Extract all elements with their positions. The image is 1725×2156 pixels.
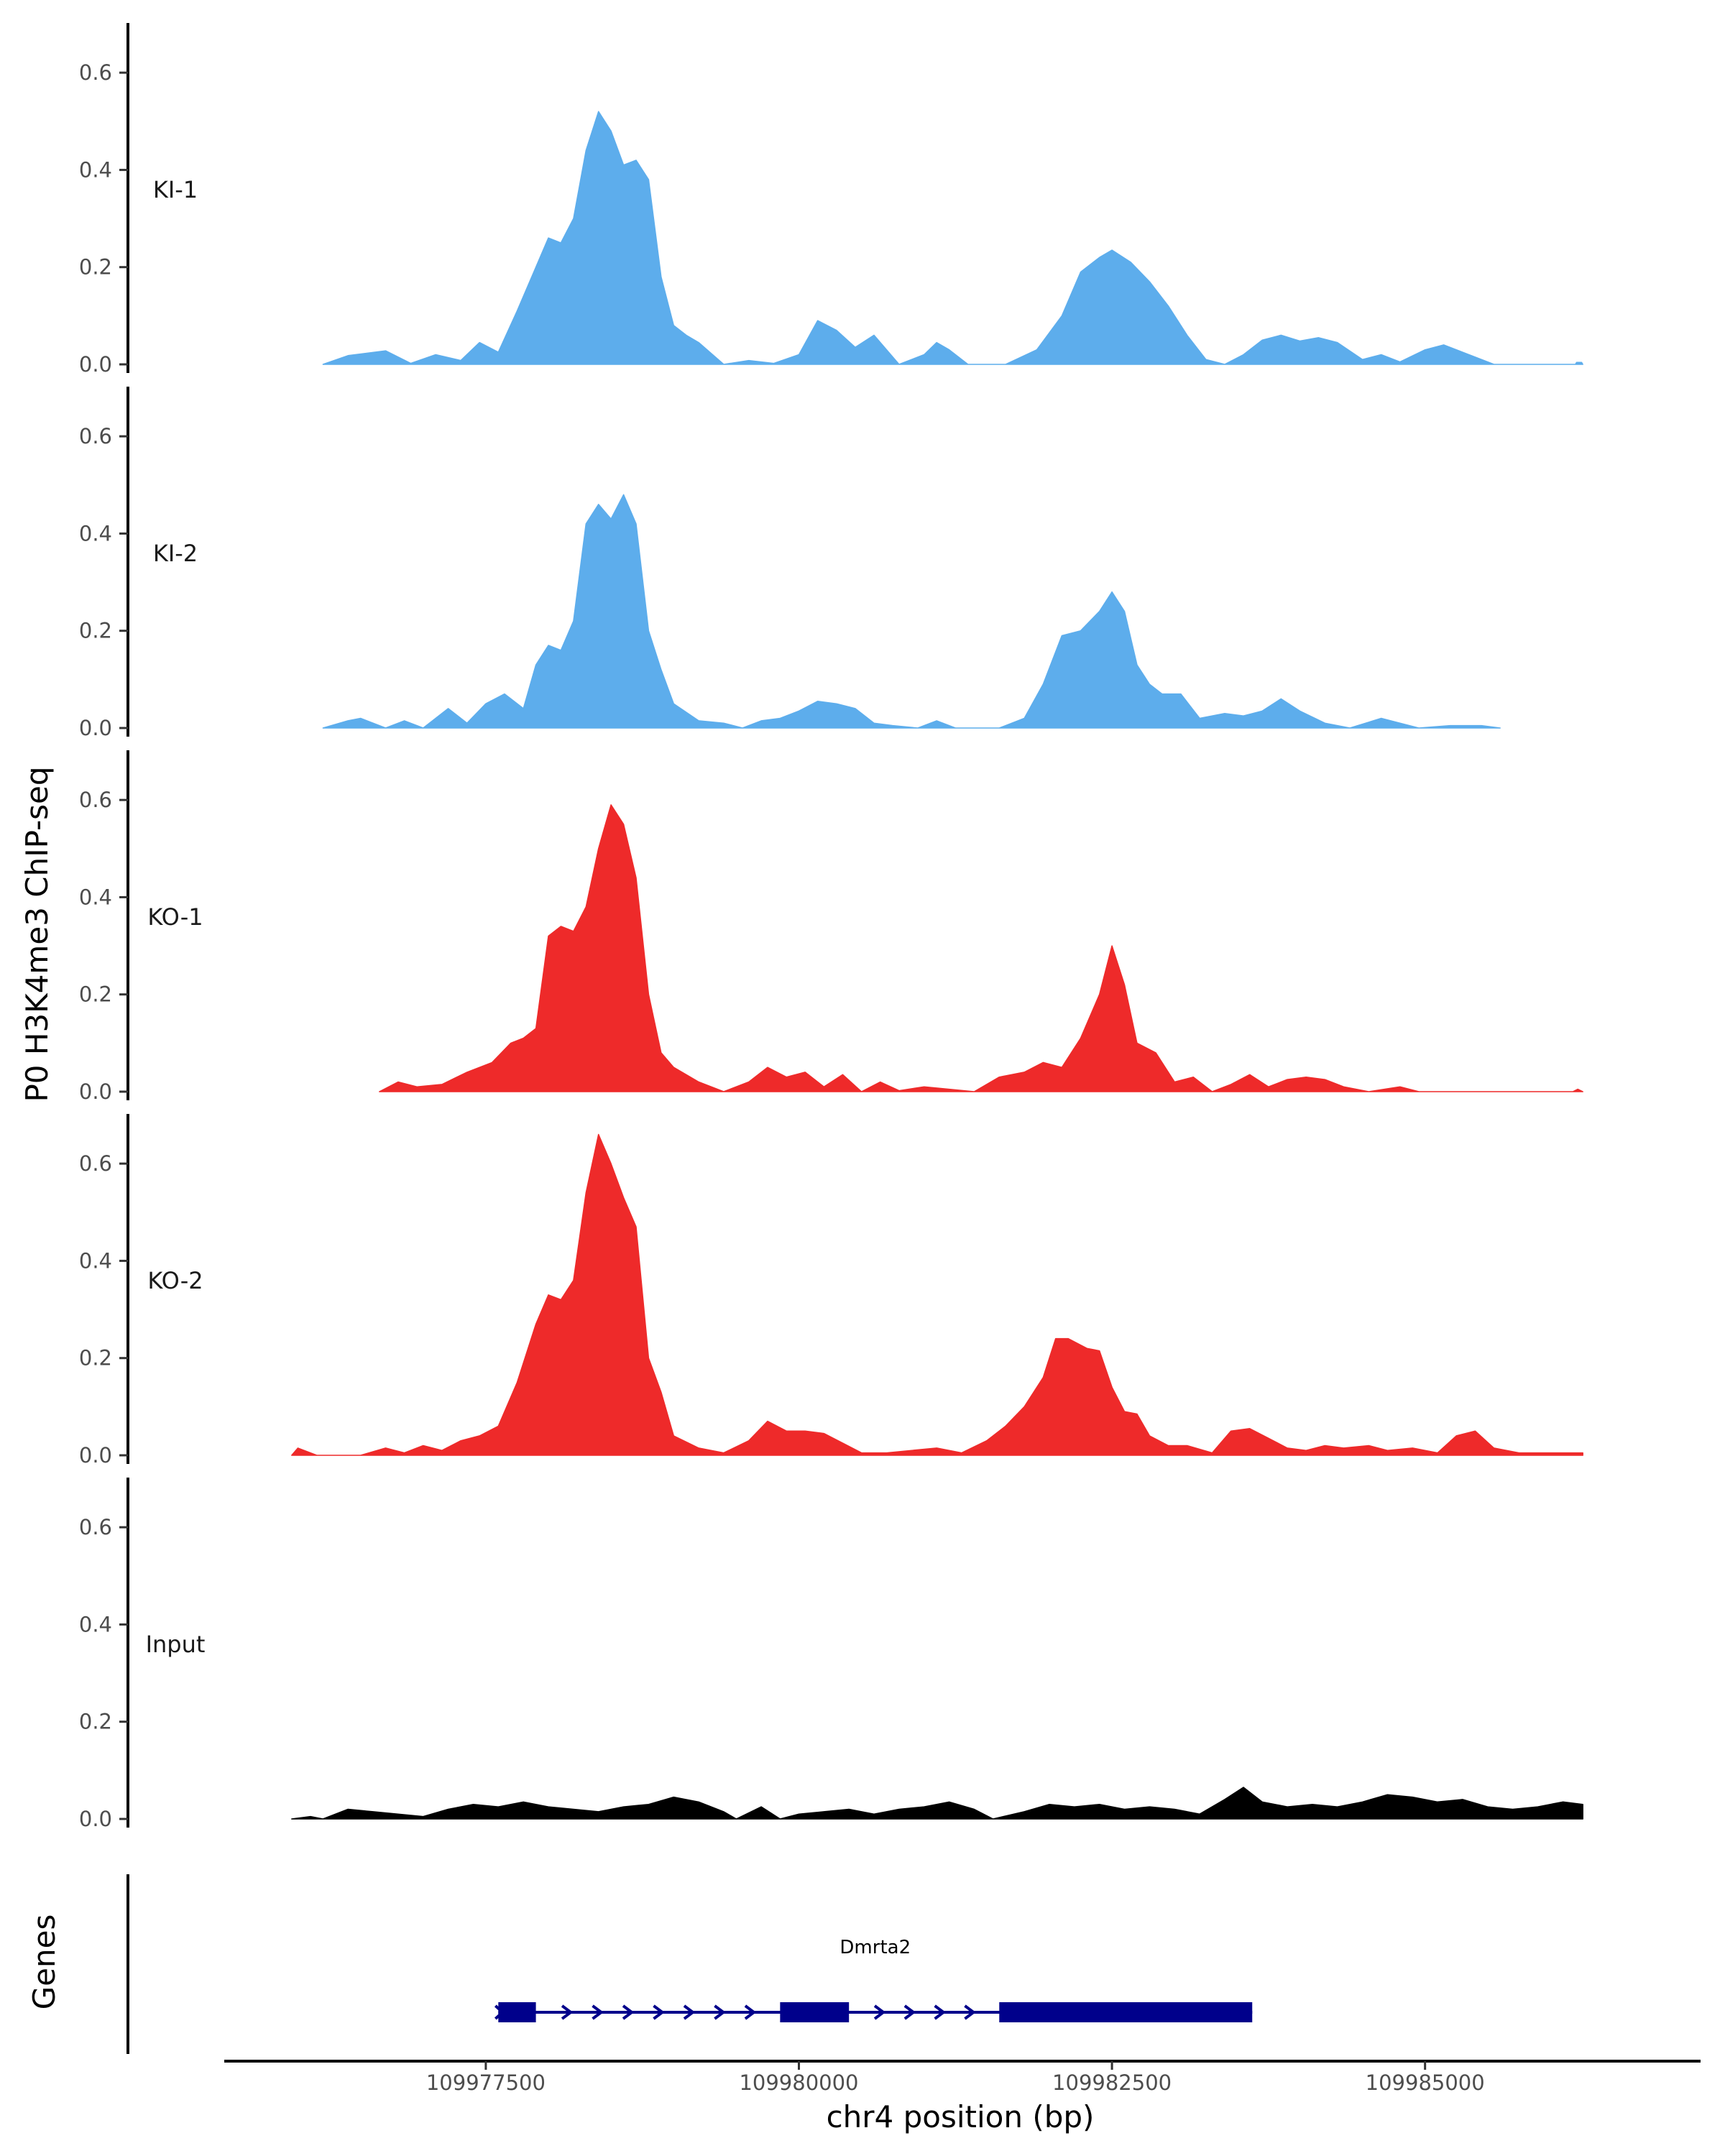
y-tick-label: 0.6 <box>79 788 112 812</box>
genes-track-title: Genes <box>27 1915 62 2010</box>
y-tick-label: 0.6 <box>79 1151 112 1176</box>
strand-chevron <box>714 2004 726 2020</box>
y-tick-label: 0.4 <box>79 521 112 545</box>
strand-chevron <box>683 2004 696 2020</box>
strand-chevron <box>592 2004 604 2020</box>
y-tick-label: 0.0 <box>79 716 112 740</box>
gene-label: Dmrta2 <box>840 1937 911 1958</box>
strand-chevron <box>873 2004 886 2020</box>
strand-chevron <box>622 2004 635 2020</box>
y-tick-label: 0.4 <box>79 1248 112 1273</box>
track-input: 0.0 0.2 0.4 0.6 Input <box>79 1478 1583 1831</box>
y-tick-label: 0.4 <box>79 885 112 909</box>
y-tick-label: 0.6 <box>79 1515 112 1539</box>
strand-chevron <box>934 2004 946 2020</box>
track-label: KO-1 <box>147 903 203 931</box>
x-axis: 109977500 109980000 109982500 109985000 <box>224 2060 1701 2095</box>
track-label: KO-2 <box>147 1267 203 1294</box>
y-tick-label: 0.2 <box>79 1346 112 1370</box>
y-tick-label: 0.0 <box>79 352 112 377</box>
track-ki-1: 0.0 0.2 0.4 0.6 KI-1 <box>79 23 1583 377</box>
signal-tracks: 0.00.20.40.6KI-10.00.20.40.6KI-20.00.20.… <box>79 23 1583 1831</box>
y-axis-title: P0 H3K4me3 ChIP-seq <box>19 766 55 1102</box>
x-tick-label: 109977500 <box>426 2070 546 2095</box>
strand-chevron <box>653 2004 665 2020</box>
y-tick-label: 0.2 <box>79 982 112 1007</box>
track-ki-2: 0.0 0.2 0.4 0.6 KI-2 <box>79 387 1501 740</box>
gene-exon <box>498 2002 536 2022</box>
x-tick-label: 109980000 <box>739 2070 858 2095</box>
y-tick-label: 0.2 <box>79 1710 112 1734</box>
x-axis-title: chr4 position (bp) <box>827 2099 1095 2134</box>
track-ko-1: 0.0 0.2 0.4 0.6 KO-1 <box>79 750 1583 1104</box>
y-tick-label: 0.0 <box>79 1443 112 1468</box>
x-tick-label: 109982500 <box>1052 2070 1172 2095</box>
x-tick-label: 109985000 <box>1366 2070 1485 2095</box>
strand-chevron <box>964 2004 976 2020</box>
y-tick-label: 0.6 <box>79 60 112 85</box>
strand-chevron <box>903 2004 916 2020</box>
y-tick-label: 0.4 <box>79 157 112 182</box>
gene-exon <box>999 2002 1253 2022</box>
signal-area <box>291 1133 1583 1456</box>
y-tick-label: 0.0 <box>79 1079 112 1104</box>
y-tick-label: 0.2 <box>79 255 112 280</box>
y-tick-label: 0.6 <box>79 424 112 448</box>
track-label: KI-1 <box>153 176 198 203</box>
track-label: Input <box>146 1631 206 1658</box>
strand-chevron <box>561 2004 574 2020</box>
track-label: KI-2 <box>153 540 198 567</box>
y-tick-label: 0.2 <box>79 619 112 643</box>
signal-area <box>291 1787 1583 1820</box>
signal-area <box>322 494 1501 729</box>
y-tick-label: 0.0 <box>79 1807 112 1831</box>
strand-chevron <box>744 2004 757 2020</box>
signal-area <box>322 111 1583 365</box>
y-tick-label: 0.4 <box>79 1612 112 1636</box>
signal-area <box>379 804 1583 1092</box>
gene-exon <box>780 2002 850 2022</box>
track-ko-2: 0.0 0.2 0.4 0.6 KO-2 <box>79 1114 1583 1468</box>
genes-track: Genes Dmrta2 <box>27 1874 1253 2054</box>
